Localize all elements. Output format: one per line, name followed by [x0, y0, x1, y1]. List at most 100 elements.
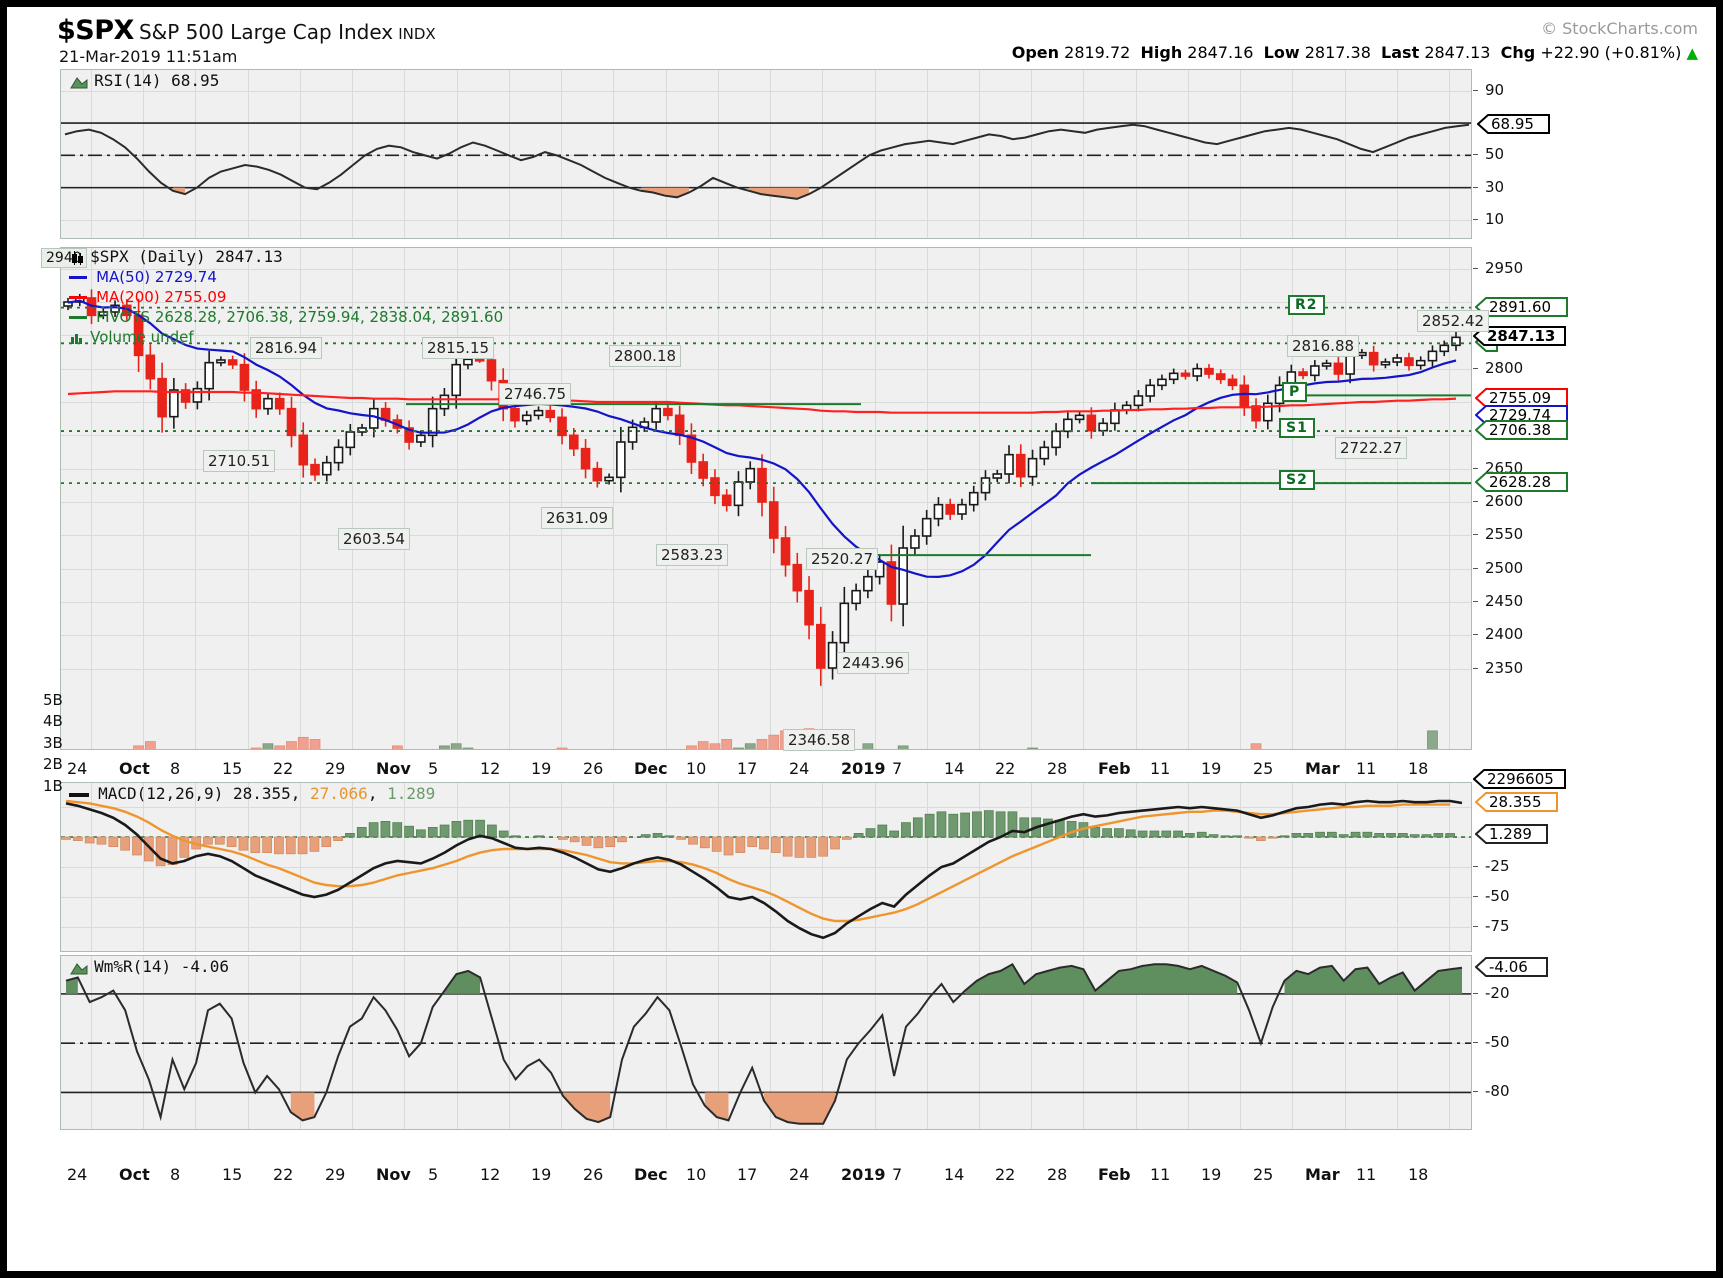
date-label: 26: [583, 1165, 604, 1184]
date-label: 11: [1356, 759, 1377, 778]
date-label: 24: [67, 759, 88, 778]
date-label: 2019: [841, 759, 886, 778]
date-label: 17: [737, 1165, 758, 1184]
date-label: 25: [1253, 1165, 1274, 1184]
flag-wmr-value-shape: [1475, 956, 1548, 977]
price-tick: [1473, 601, 1478, 602]
price-callout-8: 2520.27: [806, 548, 879, 570]
price-callout-2: 2815.15: [422, 337, 495, 359]
grid-line-v: [926, 70, 928, 238]
grid-line-v: [561, 248, 562, 749]
macd-legend-hist: 1.289: [387, 784, 436, 803]
date-label: 17: [737, 759, 758, 778]
volume-bars-icon: [71, 334, 82, 344]
grid-line-h: [61, 807, 1471, 808]
grid-line-v: [508, 248, 510, 749]
rsi-value-flag-shape: [1477, 113, 1550, 134]
grid-line-v: [247, 956, 249, 1129]
rsi-ytick: 50: [1485, 145, 1505, 164]
price-callout-12: 2816.88: [1287, 335, 1360, 357]
rsi-tick: [1473, 154, 1478, 156]
price-legend-label-4: Volume undef: [90, 328, 194, 346]
grid-line-v: [561, 956, 562, 1129]
flag-macd-value-text: 28.355: [1489, 792, 1542, 811]
date-label: Mar: [1305, 1165, 1340, 1184]
wmr-area-icon: [70, 963, 88, 975]
rsi-ytick: 10: [1485, 209, 1505, 228]
date-label: Nov: [376, 759, 411, 778]
date-label: 15: [222, 1165, 243, 1184]
price-ytick: 2400: [1485, 625, 1524, 644]
date-label: 19: [1201, 759, 1222, 778]
price-ytick: 2550: [1485, 525, 1524, 544]
grid-line-v: [1344, 956, 1346, 1129]
price-tick: [1473, 667, 1478, 669]
date-label: Feb: [1098, 759, 1131, 778]
flag-ma200-text: 2755.09: [1489, 388, 1552, 407]
grid-line-v: [456, 70, 458, 238]
date-label: 24: [789, 1165, 810, 1184]
grid-line-v: [613, 70, 615, 238]
wmr-series: [61, 962, 1471, 1125]
last-label: Last: [1381, 43, 1420, 62]
low-label: Low: [1263, 43, 1300, 62]
macd-series: [61, 799, 1471, 940]
date-label: 12: [480, 1165, 501, 1184]
price-legend-row-2: MA(200) 2755.09: [69, 287, 503, 307]
date-label: 14: [944, 759, 965, 778]
grid-line-v: [613, 248, 615, 749]
grid-line-v: [1083, 956, 1085, 1129]
ma200-swatch: [69, 296, 87, 299]
rsi-legend-text: RSI(14) 68.95: [94, 71, 220, 90]
grid-line-v: [1396, 248, 1398, 749]
grid-line-v: [1344, 70, 1346, 238]
index-name: S&P 500 Large Cap Index: [138, 20, 394, 44]
date-label: 10: [686, 759, 707, 778]
chg-value: +22.90 (+0.81%): [1540, 43, 1682, 62]
grid-line-v: [770, 248, 771, 749]
grid-line-v: [717, 248, 719, 749]
grid-line-v: [822, 248, 824, 749]
flag-volume-last-text: 2296605: [1487, 770, 1554, 788]
date-label: 19: [531, 1165, 552, 1184]
price-tick: [1473, 467, 1478, 469]
grid-line-v: [1187, 248, 1189, 749]
grid-line-v: [195, 956, 197, 1129]
wmr-legend-text: Wm%R(14) -4.06: [94, 957, 229, 976]
grid-line-h: [61, 897, 1471, 898]
date-label: 11: [1356, 1165, 1377, 1184]
grid-line-v: [456, 248, 458, 749]
date-label: 10: [686, 1165, 707, 1184]
grid-line-v: [874, 248, 876, 749]
date-label: 7: [892, 759, 903, 778]
grid-line-h: [61, 302, 1471, 303]
price-callout-3: 2746.75: [499, 383, 572, 405]
price-tick: [1473, 634, 1478, 636]
date-label: Nov: [376, 1165, 411, 1184]
wmr-panel: [60, 955, 1472, 1130]
grid-line-v: [90, 248, 92, 749]
macd-legend-main: MACD(12,26,9) 28.355: [98, 784, 291, 803]
price-ytick: 2350: [1485, 658, 1524, 677]
price-tick: [1473, 267, 1478, 269]
grid-line-v: [1240, 248, 1242, 749]
wmr-tick: [1473, 1091, 1478, 1093]
price-legend-label-3: PIVOTS 2628.28, 2706.38, 2759.94, 2838.0…: [96, 308, 504, 326]
grid-line-v: [143, 70, 145, 238]
price-callout-5: 2603.54: [338, 528, 411, 550]
price-callout-7: 2583.23: [656, 544, 729, 566]
price-legend-label-2: MA(200) 2755.09: [96, 288, 227, 306]
grid-line-v: [1240, 70, 1242, 238]
grid-line-h: [61, 402, 1471, 403]
flag-macd-value-shape: [1475, 791, 1558, 812]
price-tick: [1473, 501, 1478, 502]
grid-line-v: [508, 70, 510, 238]
flag-wmr-value-text: -4.06: [1489, 957, 1528, 976]
rsi-series: [61, 122, 1471, 200]
volume-ytick: 4B: [43, 712, 63, 731]
grid-line-v: [665, 248, 667, 749]
grid-line-v: [822, 70, 824, 238]
date-label: Oct: [119, 759, 150, 778]
price-ytick: 2600: [1485, 492, 1524, 510]
date-label: 12: [480, 759, 501, 778]
